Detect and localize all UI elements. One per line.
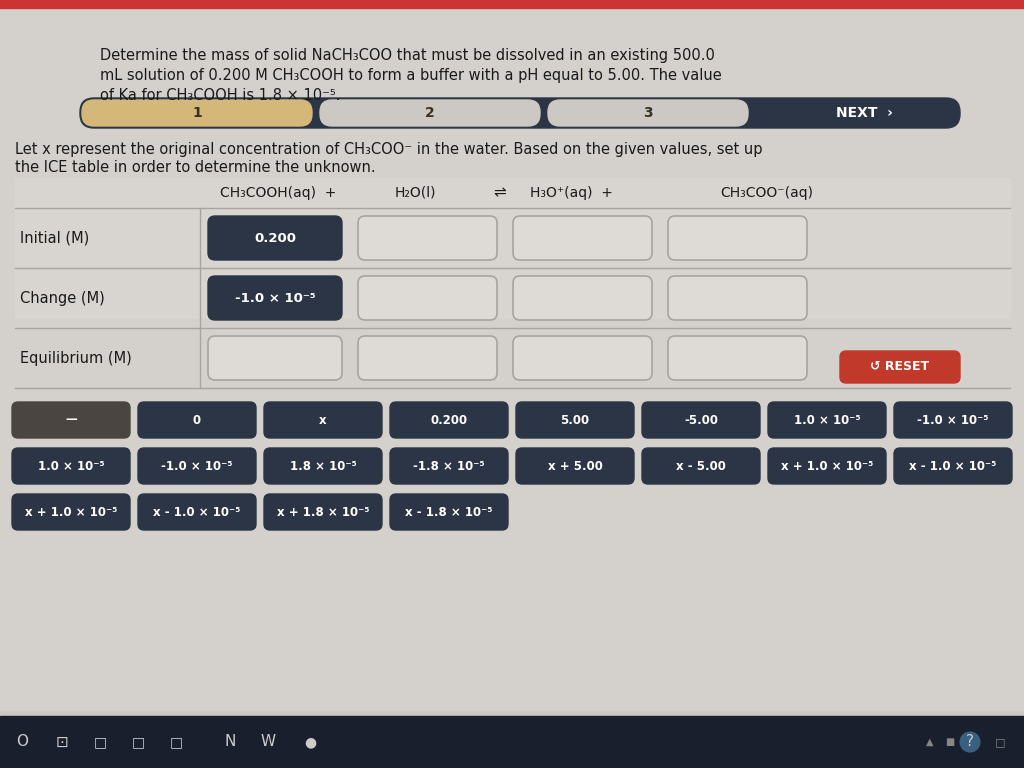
Text: NEXT  ›: NEXT ›	[836, 106, 893, 120]
FancyBboxPatch shape	[390, 494, 508, 530]
FancyBboxPatch shape	[208, 276, 342, 320]
Text: -1.0 × 10⁻⁵: -1.0 × 10⁻⁵	[234, 292, 315, 304]
FancyBboxPatch shape	[319, 100, 540, 126]
FancyBboxPatch shape	[840, 351, 961, 383]
Text: -5.00: -5.00	[684, 413, 718, 426]
Text: 5.00: 5.00	[560, 413, 590, 426]
FancyBboxPatch shape	[80, 98, 961, 128]
FancyBboxPatch shape	[642, 402, 760, 438]
Text: 0: 0	[193, 413, 201, 426]
Text: 2: 2	[425, 106, 435, 120]
Text: □: □	[169, 735, 182, 749]
FancyBboxPatch shape	[668, 336, 807, 380]
FancyBboxPatch shape	[668, 216, 807, 260]
FancyBboxPatch shape	[642, 448, 760, 484]
FancyBboxPatch shape	[768, 448, 886, 484]
Text: Equilibrium (M): Equilibrium (M)	[20, 350, 132, 366]
Text: H₂O(l): H₂O(l)	[395, 186, 436, 200]
FancyBboxPatch shape	[264, 448, 382, 484]
Text: ↺ RESET: ↺ RESET	[870, 360, 930, 373]
Text: x - 1.0 × 10⁻⁵: x - 1.0 × 10⁻⁵	[154, 505, 241, 518]
FancyBboxPatch shape	[264, 402, 382, 438]
Text: CH₃COO⁻(aq): CH₃COO⁻(aq)	[720, 186, 813, 200]
Text: O: O	[16, 734, 28, 750]
Text: x + 5.00: x + 5.00	[548, 459, 602, 472]
FancyBboxPatch shape	[12, 448, 130, 484]
Bar	[0, 716, 1024, 768]
FancyBboxPatch shape	[264, 494, 382, 530]
Text: Change (M): Change (M)	[20, 290, 104, 306]
Bar	[0, 0, 1024, 8]
Text: Let x represent the original concentration of CH₃COO⁻ in the water. Based on the: Let x represent the original concentrati…	[15, 142, 763, 157]
FancyBboxPatch shape	[138, 402, 256, 438]
Text: mL solution of 0.200 M CH₃COOH to form a buffer with a pH equal to 5.00. The val: mL solution of 0.200 M CH₃COOH to form a…	[100, 68, 722, 83]
Bar	[15, 178, 1010, 318]
Text: -1.0 × 10⁻⁵: -1.0 × 10⁻⁵	[161, 459, 232, 472]
Text: x: x	[319, 413, 327, 426]
FancyBboxPatch shape	[12, 402, 130, 438]
Text: Determine the mass of solid NaCH₃COO that must be dissolved in an existing 500.0: Determine the mass of solid NaCH₃COO tha…	[100, 48, 715, 63]
Text: x - 5.00: x - 5.00	[676, 459, 726, 472]
Text: 0.200: 0.200	[254, 231, 296, 244]
FancyBboxPatch shape	[358, 276, 497, 320]
FancyBboxPatch shape	[208, 336, 342, 380]
Text: H₃O⁺(aq)  +: H₃O⁺(aq) +	[530, 186, 613, 200]
Text: ⊡: ⊡	[55, 734, 69, 750]
FancyBboxPatch shape	[12, 494, 130, 530]
Text: x + 1.0 × 10⁻⁵: x + 1.0 × 10⁻⁵	[25, 505, 117, 518]
Text: 0.200: 0.200	[430, 413, 468, 426]
Text: 1.8 × 10⁻⁵: 1.8 × 10⁻⁵	[290, 459, 356, 472]
FancyBboxPatch shape	[894, 448, 1012, 484]
Text: ⇌: ⇌	[493, 186, 506, 200]
FancyBboxPatch shape	[208, 216, 342, 260]
FancyBboxPatch shape	[548, 100, 748, 126]
Text: x - 1.8 × 10⁻⁵: x - 1.8 × 10⁻⁵	[406, 505, 493, 518]
FancyBboxPatch shape	[516, 448, 634, 484]
Text: ?: ?	[966, 734, 974, 750]
Text: —: —	[66, 413, 77, 426]
FancyBboxPatch shape	[770, 100, 958, 126]
Text: x + 1.8 × 10⁻⁵: x + 1.8 × 10⁻⁵	[276, 505, 370, 518]
Text: 1.0 × 10⁻⁵: 1.0 × 10⁻⁵	[794, 413, 860, 426]
FancyBboxPatch shape	[358, 216, 497, 260]
FancyBboxPatch shape	[390, 448, 508, 484]
Text: 1.0 × 10⁻⁵: 1.0 × 10⁻⁵	[38, 459, 104, 472]
Text: the ICE table in order to determine the unknown.: the ICE table in order to determine the …	[15, 160, 376, 175]
FancyBboxPatch shape	[82, 100, 312, 126]
Text: ▲: ▲	[927, 737, 934, 747]
Text: CH₃COOH(aq)  +: CH₃COOH(aq) +	[220, 186, 336, 200]
Text: 1: 1	[193, 106, 202, 120]
Text: N: N	[224, 734, 236, 750]
Text: -1.0 × 10⁻⁵: -1.0 × 10⁻⁵	[918, 413, 989, 426]
FancyBboxPatch shape	[138, 494, 256, 530]
Text: 3: 3	[643, 106, 653, 120]
Text: □: □	[131, 735, 144, 749]
Text: x + 1.0 × 10⁻⁵: x + 1.0 × 10⁻⁵	[781, 459, 873, 472]
FancyBboxPatch shape	[390, 402, 508, 438]
Text: □: □	[994, 737, 1006, 747]
Text: of Ka for CH₃COOH is 1.8 × 10⁻⁵.: of Ka for CH₃COOH is 1.8 × 10⁻⁵.	[100, 88, 341, 103]
FancyBboxPatch shape	[513, 336, 652, 380]
Text: Initial (M): Initial (M)	[20, 230, 89, 246]
FancyBboxPatch shape	[668, 276, 807, 320]
Text: x - 1.0 × 10⁻⁵: x - 1.0 × 10⁻⁵	[909, 459, 996, 472]
FancyBboxPatch shape	[768, 402, 886, 438]
FancyBboxPatch shape	[138, 448, 256, 484]
FancyBboxPatch shape	[513, 276, 652, 320]
Text: -1.8 × 10⁻⁵: -1.8 × 10⁻⁵	[414, 459, 484, 472]
Text: □: □	[93, 735, 106, 749]
Text: ■: ■	[945, 737, 954, 747]
Text: W: W	[260, 734, 275, 750]
FancyBboxPatch shape	[894, 402, 1012, 438]
FancyBboxPatch shape	[513, 216, 652, 260]
Text: ●: ●	[304, 735, 316, 749]
FancyBboxPatch shape	[516, 402, 634, 438]
FancyBboxPatch shape	[358, 336, 497, 380]
